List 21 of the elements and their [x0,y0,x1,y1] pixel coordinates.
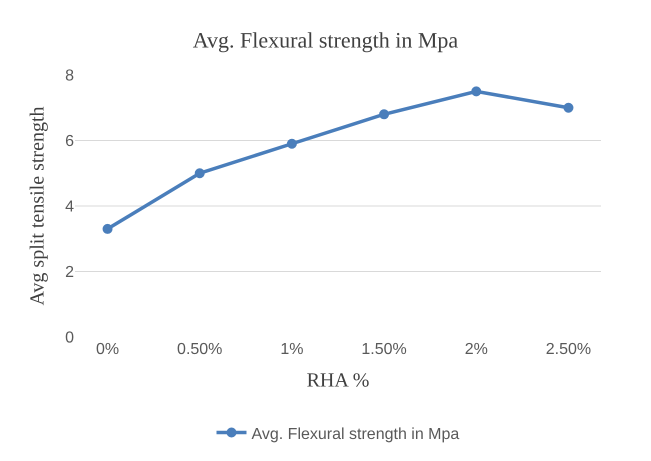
x-tick-label: 1% [280,341,304,358]
x-tick-label: 1.50% [361,341,407,358]
point [102,224,113,234]
point [286,138,297,149]
chart-title: Avg. Flexural strength in Mpa [192,28,458,53]
y-tick-label: 2 [65,264,74,282]
point [194,168,205,178]
x-tick-label: 0% [96,341,120,358]
x-axis-title: RHA % [306,370,370,392]
x-tick-label: 2% [464,341,488,358]
point [471,86,482,96]
y-axis-title: Avg split tensile strength [26,106,49,306]
y-tick-label: 4 [65,198,74,216]
y-tick-label: 8 [65,68,74,85]
point [563,102,574,113]
legend-label: Avg. Flexural strength in Mpa [252,426,460,443]
y-tick-label: 6 [65,133,74,150]
point [379,109,390,120]
x-tick-label: 0.50% [177,341,222,358]
x-tick-label: 2.50% [546,341,592,358]
y-tick-label: 0 [65,330,74,347]
